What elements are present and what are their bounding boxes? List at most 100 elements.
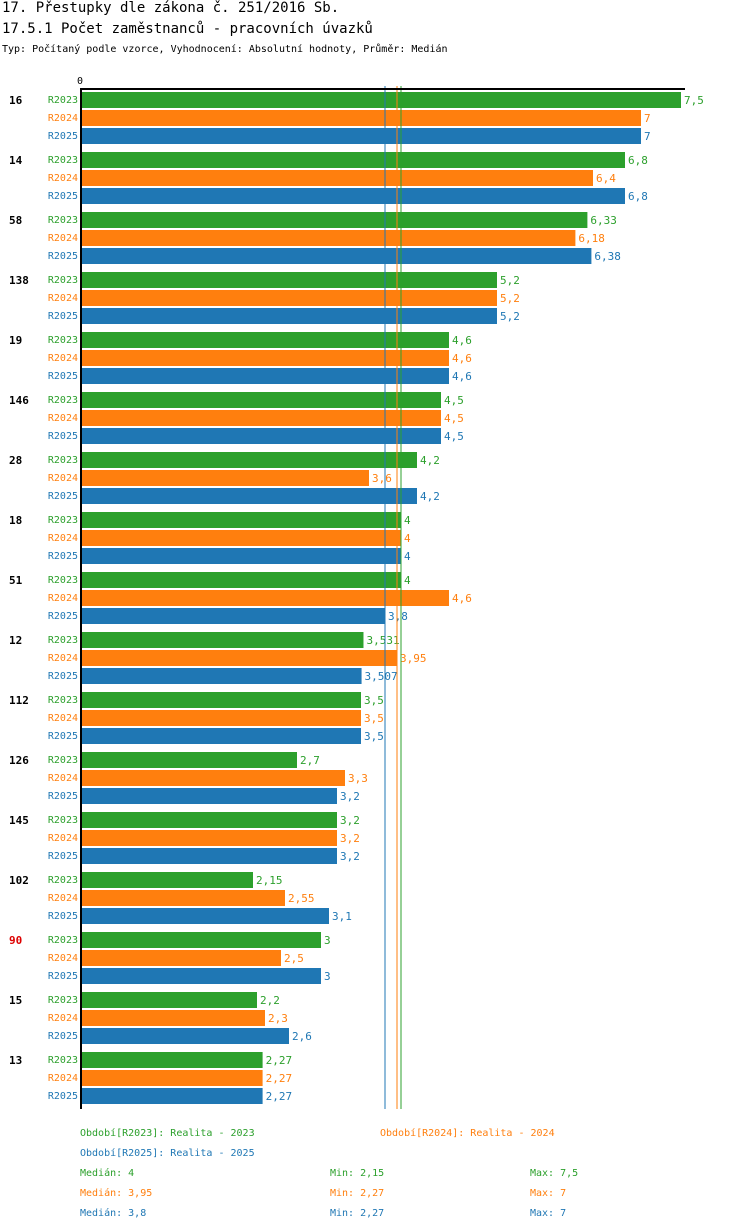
- series-label: R2023: [48, 635, 78, 646]
- category-label: 138: [9, 274, 29, 287]
- chart-type-description: Typ: Počítaný podle vzorce, Vyhodnocení:…: [2, 44, 448, 55]
- bar: [81, 350, 449, 366]
- bar-value-label: 2,15: [256, 874, 283, 887]
- bar-value-label: 2,6: [292, 1030, 312, 1043]
- category-label: 51: [9, 574, 23, 587]
- series-label: R2023: [48, 755, 78, 766]
- bar-value-label: 3: [324, 934, 331, 947]
- bar: [81, 332, 449, 348]
- bar: [81, 692, 361, 708]
- series-label: R2025: [48, 1091, 78, 1102]
- bar-value-label: 3,5: [364, 694, 384, 707]
- bar: [81, 752, 297, 768]
- bar: [81, 932, 321, 948]
- category-label: 16: [9, 94, 23, 107]
- bar: [81, 590, 449, 606]
- bar: [81, 872, 253, 888]
- bar-value-label: 3,6: [372, 472, 392, 485]
- bar-value-label: 3,8: [388, 610, 408, 623]
- bar-value-label: 7: [644, 130, 651, 143]
- bar: [81, 470, 369, 486]
- bar: [81, 548, 401, 564]
- bar-value-label: 3,95: [400, 652, 427, 665]
- x-axis-zero-label: 0: [77, 76, 83, 87]
- bar-value-label: 3,531: [366, 634, 399, 647]
- category-label: 126: [9, 754, 29, 767]
- bar-value-label: 6,18: [578, 232, 605, 245]
- bar: [81, 950, 281, 966]
- bar-value-label: 2,27: [266, 1090, 293, 1103]
- bar-value-label: 5,2: [500, 274, 520, 287]
- bar-value-label: 2,2: [260, 994, 280, 1007]
- category-label: 102: [9, 874, 29, 887]
- series-label: R2024: [48, 233, 78, 244]
- legend-min-r2024: Min: 2,27: [330, 1188, 385, 1199]
- bar: [81, 170, 593, 186]
- bar: [81, 770, 345, 786]
- bar: [81, 1088, 263, 1104]
- series-label: R2025: [48, 191, 78, 202]
- category-label: 28: [9, 454, 22, 467]
- chart-subtitle: 17.5.1 Počet zaměstnanců - pracovních úv…: [2, 21, 373, 37]
- legend-max-r2024: Max: 7: [530, 1188, 567, 1199]
- series-label: R2025: [48, 671, 78, 682]
- bar: [81, 1052, 263, 1068]
- legend-median-r2023: Medián: 4: [80, 1168, 135, 1179]
- series-label: R2025: [48, 371, 78, 382]
- series-label: R2023: [48, 875, 78, 886]
- bar-value-label: 4: [404, 514, 411, 527]
- bar-value-label: 2,55: [288, 892, 315, 905]
- series-label: R2025: [48, 491, 78, 502]
- bar: [81, 92, 681, 108]
- bar: [81, 812, 337, 828]
- bar-value-label: 2,3: [268, 1012, 288, 1025]
- legend-min-r2025: Min: 2,27: [330, 1208, 385, 1219]
- series-label: R2023: [48, 575, 78, 586]
- bar-value-label: 4,2: [420, 490, 440, 503]
- category-label: 12: [9, 634, 22, 647]
- category-label: 14: [9, 154, 23, 167]
- bar: [81, 908, 329, 924]
- series-label: R2023: [48, 95, 78, 106]
- legend-period-r2025: Období[R2025]: Realita - 2025: [80, 1148, 255, 1159]
- series-label: R2023: [48, 155, 78, 166]
- bar-value-label: 7: [644, 112, 651, 125]
- series-label: R2023: [48, 455, 78, 466]
- chart-title: 17. Přestupky dle zákona č. 251/2016 Sb.: [2, 0, 340, 16]
- bar-value-label: 3,1: [332, 910, 352, 923]
- series-label: R2023: [48, 275, 78, 286]
- category-label: 58: [9, 214, 22, 227]
- legend-median-r2025: Medián: 3,8: [80, 1208, 147, 1219]
- bar: [81, 272, 497, 288]
- bar: [81, 728, 361, 744]
- series-label: R2025: [48, 971, 78, 982]
- bar-value-label: 2,27: [266, 1054, 293, 1067]
- bar-value-label: 6,4: [596, 172, 616, 185]
- category-label: 15: [9, 994, 22, 1007]
- bar-value-label: 3,5: [364, 712, 384, 725]
- bar-value-label: 6,33: [590, 214, 617, 227]
- series-label: R2024: [48, 773, 78, 784]
- bar: [81, 488, 417, 504]
- series-label: R2023: [48, 215, 78, 226]
- bar-value-label: 4: [404, 550, 411, 563]
- series-label: R2023: [48, 695, 78, 706]
- bar-value-label: 3,2: [340, 832, 360, 845]
- bar: [81, 650, 397, 666]
- bar-value-label: 7,5: [684, 94, 704, 107]
- bar: [81, 290, 497, 306]
- bar: [81, 110, 641, 126]
- series-label: R2024: [48, 953, 78, 964]
- series-label: R2024: [48, 533, 78, 544]
- bar: [81, 1028, 289, 1044]
- bar: [81, 788, 337, 804]
- bar-value-label: 3,5: [364, 730, 384, 743]
- bar-value-label: 4,6: [452, 352, 472, 365]
- category-label: 112: [9, 694, 29, 707]
- bar-value-label: 2,27: [266, 1072, 293, 1085]
- bar-value-label: 3,507: [365, 670, 398, 683]
- category-label: 145: [9, 814, 29, 827]
- series-label: R2025: [48, 911, 78, 922]
- bar: [81, 668, 362, 684]
- bar-value-label: 4,6: [452, 370, 472, 383]
